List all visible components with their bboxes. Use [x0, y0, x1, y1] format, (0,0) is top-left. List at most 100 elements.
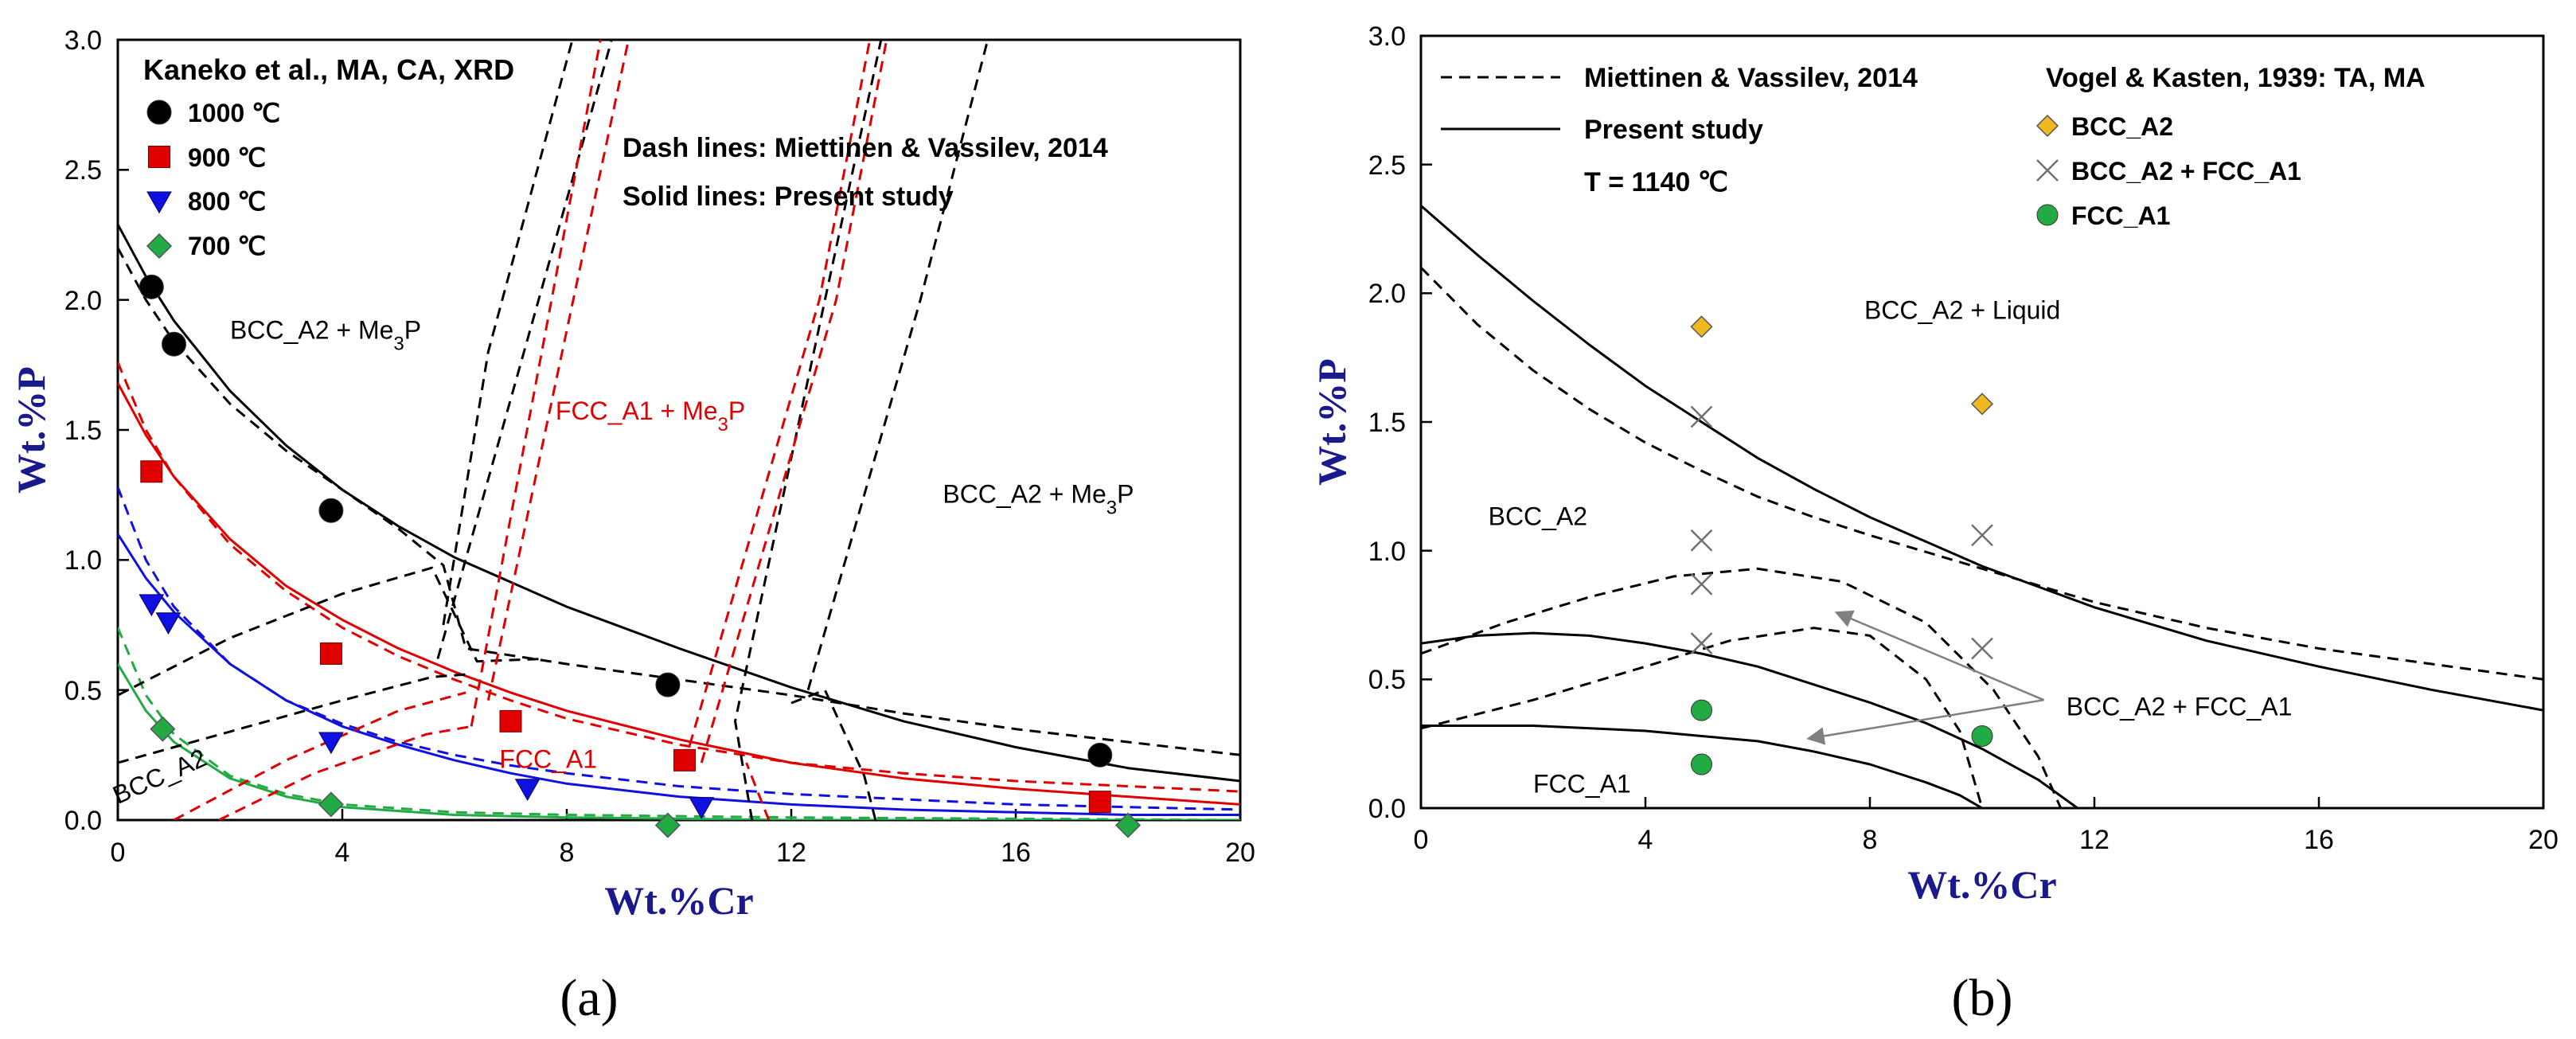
dashed-boundary-8 — [118, 566, 544, 697]
dashed-boundary-7 — [118, 627, 1240, 820]
data-point-circle — [318, 498, 344, 523]
x-tick-label: 16 — [2304, 825, 2334, 855]
y-tick-label: 3.0 — [1368, 21, 1406, 52]
dashed-boundary-3 — [118, 361, 1240, 793]
legend-label-800c: 800 ℃ — [188, 187, 266, 216]
data-point-circle — [655, 672, 681, 697]
dashed-boundary-18 — [486, 40, 630, 701]
subscript: 3 — [1107, 497, 1117, 518]
dashed-boundary-2 — [1421, 567, 2063, 808]
solid-boundary-0 — [1421, 205, 2543, 712]
x-tick-label: 0 — [1414, 825, 1429, 855]
dashed-boundary-10 — [442, 40, 574, 626]
cross-stroke — [2036, 159, 2059, 182]
data-point-circle — [1691, 753, 1712, 775]
label-part: P — [1117, 479, 1134, 508]
y-tick-label: 0.0 — [64, 806, 102, 836]
solid-boundary-4 — [118, 533, 1240, 816]
label-part: FCC_A1 + Me — [556, 396, 718, 425]
dashed-boundary-5 — [118, 486, 1240, 811]
label-part: BCC_A2 + Me — [943, 479, 1106, 508]
solid-boundary-5 — [1421, 725, 1983, 808]
y-tick-label: 0.5 — [1368, 665, 1406, 695]
y-tick-label: 1.0 — [64, 545, 102, 576]
y-axis-title-a: Wt.%P — [9, 366, 53, 494]
cross-stroke — [1690, 632, 1713, 654]
solid-boundary-4 — [1421, 631, 2078, 808]
y-tick-label: 2.0 — [1368, 279, 1406, 309]
data-point-square — [1088, 791, 1111, 814]
solid-boundary-2 — [118, 382, 1240, 806]
data-point-diamond — [1114, 812, 1142, 838]
pointer-arrow-0 — [1834, 610, 2045, 701]
data-point-circle — [1087, 742, 1113, 768]
data-point-triangle-down — [318, 732, 344, 755]
dashed-boundary-1 — [118, 247, 1240, 756]
dashed-boundary-11 — [436, 40, 613, 659]
y-tick-label: 3.0 — [64, 25, 102, 56]
legend-a: Kaneko et al., MA, CA, XRD 1000 ℃ 900 ℃ … — [143, 53, 1108, 260]
legend-symbols-b — [2035, 114, 2059, 226]
region-labels-b: BCC_A2 + Liquid BCC_A2 BCC_A2 + FCC_A1 FCC_… — [1489, 296, 2293, 799]
dashed-boundary-17 — [470, 40, 602, 727]
region-label-3: FCC_A1 — [1533, 770, 1631, 799]
cross-stroke — [1971, 524, 1993, 547]
solid-boundary-0 — [118, 224, 1240, 783]
legend-marker-cross — [2036, 159, 2059, 182]
y-tick-label: 2.5 — [1368, 150, 1406, 181]
panel-b: 0 4 8 12 16 20 0.0 0.5 1.0 1.5 2.0 2.5 3… — [1309, 21, 2558, 1027]
data-markers-a — [139, 274, 1142, 838]
label-part: P — [404, 316, 421, 345]
data-point-square — [499, 709, 522, 732]
y-axis-title-b: Wt.%P — [1309, 358, 1354, 486]
data-point-circle — [139, 274, 164, 299]
cross-stroke — [1690, 529, 1713, 552]
data-point-diamond — [654, 812, 681, 838]
region-label-1: BCC_A2 — [1489, 502, 1588, 530]
region-label-2: BCC_A2 + Me3P — [943, 479, 1134, 518]
legend-label-900c: 900 ℃ — [188, 143, 266, 172]
data-point-triangle-down — [155, 612, 181, 635]
dashed-boundary-16 — [218, 725, 472, 820]
dashed-boundary-15 — [173, 691, 466, 820]
legend-label-miettinen: Miettinen & Vassilev, 2014 — [1584, 63, 1918, 93]
data-point-diamond — [318, 791, 344, 818]
data-point-diamond — [1690, 315, 1713, 338]
phase-boundaries-b — [1421, 205, 2543, 808]
dashed-boundary-14 — [806, 40, 989, 691]
data-point-square — [673, 748, 697, 771]
x-tick-label: 12 — [2079, 825, 2110, 855]
cross-stroke — [1690, 572, 1713, 596]
legend-marker-diamond — [146, 232, 173, 260]
axis-ticks-a: 0 4 8 12 16 20 0.0 0.5 1.0 1.5 2.0 2.5 3… — [64, 25, 1255, 868]
cross-stroke — [1971, 637, 1993, 660]
note-dash-lines: Dash lines: Miettinen & Vassilev, 2014 — [623, 133, 1108, 163]
dashed-boundary-19 — [683, 40, 872, 764]
dashed-boundary-13 — [790, 689, 877, 820]
y-tick-label: 1.5 — [64, 416, 102, 446]
arrows-b — [1806, 610, 2045, 745]
legend-label-bcc-fcc: BCC_A2 + FCC_A1 — [2071, 157, 2301, 186]
data-point-cross — [1690, 572, 1713, 596]
y-tick-label: 1.5 — [1368, 408, 1406, 438]
x-tick-label: 20 — [1225, 838, 1255, 868]
label-part: BCC_A2 + Me — [230, 316, 393, 345]
dashed-boundary-9 — [118, 673, 466, 764]
data-point-circle — [1691, 699, 1712, 721]
subscript: 3 — [718, 413, 728, 435]
y-tick-label: 2.5 — [64, 155, 102, 186]
legend-label-700c: 700 ℃ — [188, 232, 266, 260]
legend-marker-diamond — [2035, 114, 2059, 138]
data-point-circle — [162, 331, 186, 357]
note-solid-lines: Solid lines: Present study — [623, 182, 954, 212]
legend-marker-square — [148, 146, 170, 168]
data-point-triangle-down — [139, 594, 165, 617]
x-tick-label: 20 — [2528, 825, 2558, 855]
data-markers-b — [1690, 315, 1994, 775]
region-label-2: BCC_A2 + FCC_A1 — [2067, 693, 2293, 721]
data-point-triangle-down — [514, 779, 541, 802]
data-point-square — [140, 460, 163, 483]
subscript: 3 — [393, 333, 404, 354]
legend-symbols — [146, 100, 173, 260]
